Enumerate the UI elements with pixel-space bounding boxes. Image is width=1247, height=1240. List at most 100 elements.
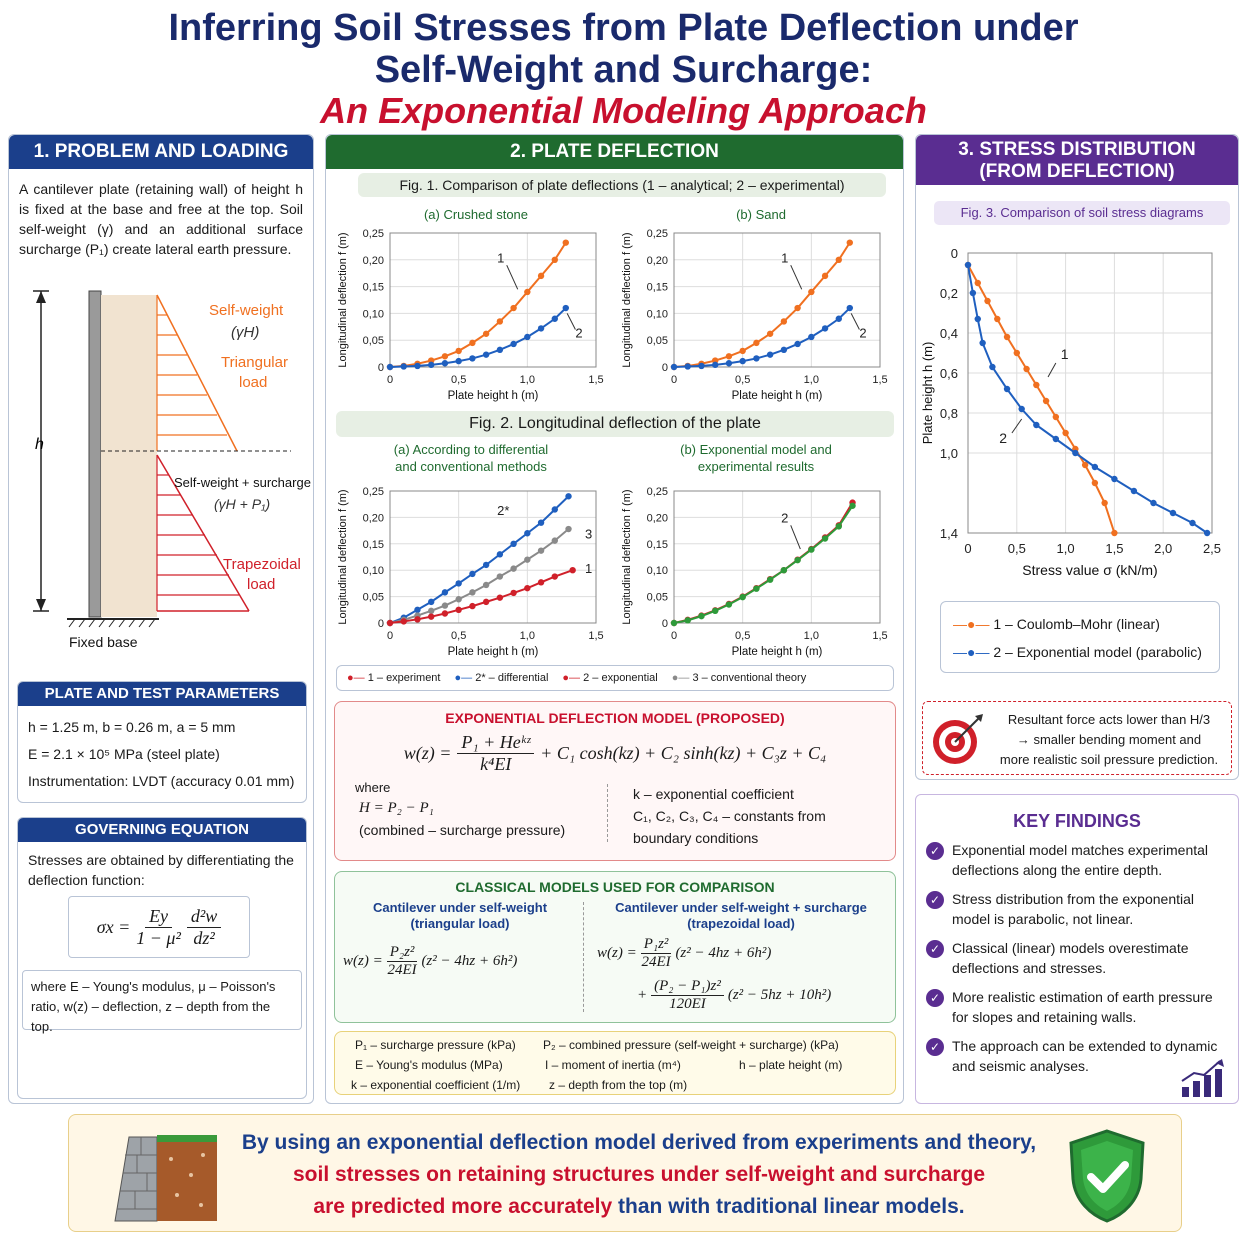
data-point-3: [510, 565, 517, 572]
governing-equation: σx = Ey 1 − μ² d²w dz²: [68, 896, 250, 958]
data-point-1: [1042, 397, 1050, 405]
footer-line-3b: than with traditional linear models.: [612, 1195, 965, 1218]
resultant-l2: → smaller bending moment and: [1016, 732, 1202, 747]
data-point-1: [510, 589, 517, 597]
chart-fig3: 0 0,2 0,4 0,6 0,8 1,0 1,4 0 0,5 1,0 1,5 2,0 2,5 Stres…: [920, 246, 1221, 578]
data-point-1: [482, 598, 490, 606]
data-point-2*: [537, 519, 545, 526]
y-tick-label: 1,0: [940, 446, 958, 461]
data-point-2: [712, 361, 719, 369]
y-tick-label: 0: [378, 362, 384, 374]
fig1b-title: (b) Sand: [736, 207, 786, 222]
y-tick-label: 0,15: [647, 282, 668, 294]
classic-left-equation: w(z) = P₂z² 24EI (z² − 4hz + 6h²): [343, 944, 518, 978]
callout-line: [850, 313, 860, 330]
y-tick-label: 0,25: [363, 486, 384, 498]
key-findings-panel: KEY FINDINGS ✓ Exponential model matches …: [915, 794, 1239, 1104]
finding-2: ✓ Stress distribution from the exponentia…: [926, 889, 1228, 929]
model-eq-lhs: w(z) =: [403, 743, 452, 763]
data-point-3: [455, 596, 462, 603]
load-label-2: load: [247, 576, 275, 593]
plot-frame: [389, 232, 597, 368]
data-point-2: [766, 351, 774, 358]
data-point-1: [569, 567, 576, 574]
x-tick-label: 1,0: [804, 630, 819, 642]
x-tick-label: 0: [964, 541, 971, 556]
data-point-1: [414, 616, 421, 623]
series-line-1: [389, 242, 567, 368]
governing-text: Stresses are obtained by differentiating…: [28, 852, 294, 888]
plot-frame: [389, 490, 597, 624]
data-point-2: [964, 261, 972, 269]
series-label-1: 1: [585, 561, 592, 576]
data-point-2: [524, 333, 531, 341]
callout-line: [790, 264, 803, 290]
x-tick-label: 2,0: [1154, 541, 1172, 556]
finding-5: ✓ The approach can be extended to dynamic…: [926, 1036, 1228, 1076]
data-point-2: [537, 325, 545, 332]
data-point-2*: [455, 580, 462, 587]
title-line-3: An Exponential Modeling Approach: [320, 90, 927, 131]
data-point-1: [753, 585, 760, 592]
y-axis-label: Longitudinal deflection f (m): [621, 232, 633, 367]
classic-left-sub: (triangular load): [410, 916, 510, 931]
notation-p2: P₂ – combined pressure (self-weight + su…: [543, 1038, 839, 1052]
fig1-caption: Fig. 1. Comparison of plate deflections …: [358, 173, 886, 197]
section-3-header-l2: (FROM DEFLECTION): [979, 161, 1175, 182]
notation-h: h – plate height (m): [739, 1058, 843, 1072]
data-point-1: [482, 330, 490, 337]
x-tick-label: 1,5: [872, 374, 887, 386]
x-tick-label: 0: [671, 374, 677, 386]
y-axis-label: Plate height h (m): [920, 342, 935, 445]
data-point-3: [441, 602, 449, 609]
legend-exponential-model: —●— 2 – Exponential model (parabolic): [953, 644, 1202, 660]
y-axis-label: Longitudinal deflection f (m): [337, 489, 349, 624]
y-tick-label: 0,6: [940, 366, 958, 381]
data-point-2: [821, 325, 829, 332]
data-point-2*: [441, 589, 449, 596]
data-point-1: [1111, 529, 1118, 537]
y-tick-label: 0,15: [363, 539, 384, 551]
triangular-label: Triangular: [221, 354, 288, 371]
legend-experiment: ●— 1 – experiment: [347, 672, 441, 684]
eq-num1: Ey: [145, 906, 173, 928]
check-icon: ✓: [926, 891, 944, 909]
key-findings-header: KEY FINDINGS: [1013, 811, 1141, 831]
y-tick-label: 0,20: [647, 512, 668, 524]
callout-line: [1047, 362, 1057, 378]
data-point-2: [670, 363, 678, 371]
c-definition-2: boundary conditions: [633, 830, 759, 846]
plot-frame: [967, 252, 1213, 534]
data-point-2: [1052, 435, 1060, 443]
data-point-2: [455, 357, 462, 365]
data-point-2: [562, 304, 569, 312]
data-point-3: [551, 537, 558, 544]
fig2b-title-l1: (b) Exponential model and: [680, 442, 832, 457]
fixed-base-label: Fixed base: [69, 634, 138, 650]
x-tick-label: 1,5: [588, 630, 603, 642]
data-point-1: [684, 617, 691, 624]
x-axis-label: Plate height h (m): [448, 646, 539, 658]
classic-left-title: Cantilever under self-weight: [372, 900, 548, 915]
data-point-2: [1130, 487, 1138, 495]
exp-model-box: EXPONENTIAL DEFLECTION MODEL (PROPOSED) …: [334, 701, 896, 861]
section-1-header: 1. PROBLEM AND LOADING: [9, 135, 313, 169]
data-point-3: [524, 556, 531, 563]
data-point-2: [989, 363, 996, 371]
y-tick-label: 0,10: [647, 565, 668, 577]
classical-header: CLASSICAL MODELS USED FOR COMPARISON: [455, 879, 775, 895]
data-point-2: [496, 346, 504, 354]
data-point-1: [821, 535, 829, 542]
eq-lhs: σx =: [96, 916, 131, 937]
data-point-2: [739, 357, 746, 365]
x-axis-label: Plate height h (m): [448, 390, 539, 402]
model-eq-rest: + C₁ cosh(kz) + C₂ sinh(kz) + C₃z + C₄: [540, 743, 827, 763]
data-point-2: [400, 363, 407, 370]
data-point-2: [1111, 475, 1118, 483]
data-point-2*: [496, 551, 504, 558]
y-tick-label: 0: [378, 618, 384, 630]
check-icon: ✓: [926, 940, 944, 958]
x-tick-label: 1,0: [520, 630, 535, 642]
fig2a-title-l2: and conventional methods: [395, 459, 547, 474]
data-point-2*: [482, 561, 490, 569]
